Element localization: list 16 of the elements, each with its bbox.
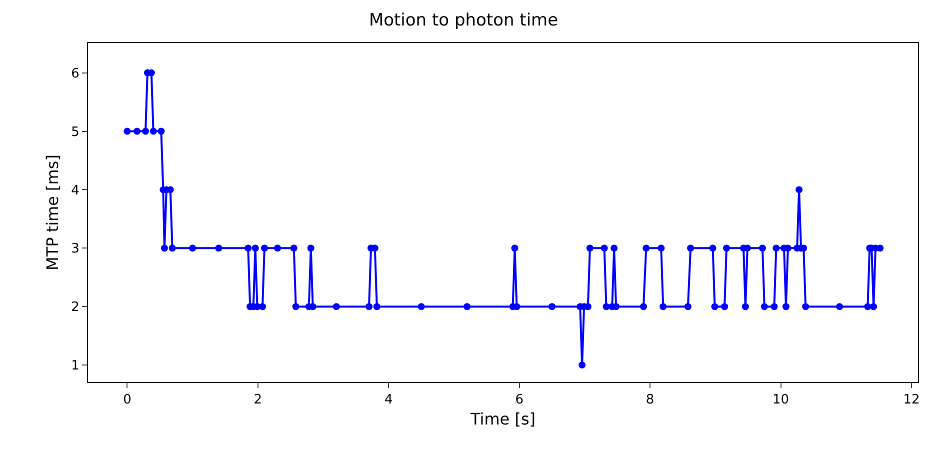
x-axis-title: Time [s] [469,409,536,428]
y-tick-label: 3 [71,242,80,257]
chart-title: Motion to photon time [368,10,558,31]
x-tick-label: 6 [515,392,524,408]
x-tick-label: 2 [254,392,262,408]
y-axis-title: MTP time [ms] [43,154,62,270]
x-tick-label: 10 [772,392,790,408]
y-tick-label: 6 [71,66,80,82]
x-tick-label: 12 [903,392,920,408]
y-tick-label: 5 [71,124,80,140]
y-tick-label: 4 [71,183,80,198]
y-tick-label: 1 [71,358,80,374]
x-tick-label: 0 [123,392,132,408]
y-tick-label: 2 [71,300,80,316]
x-tick-label: 8 [646,392,654,408]
x-tick-label: 4 [384,392,393,408]
